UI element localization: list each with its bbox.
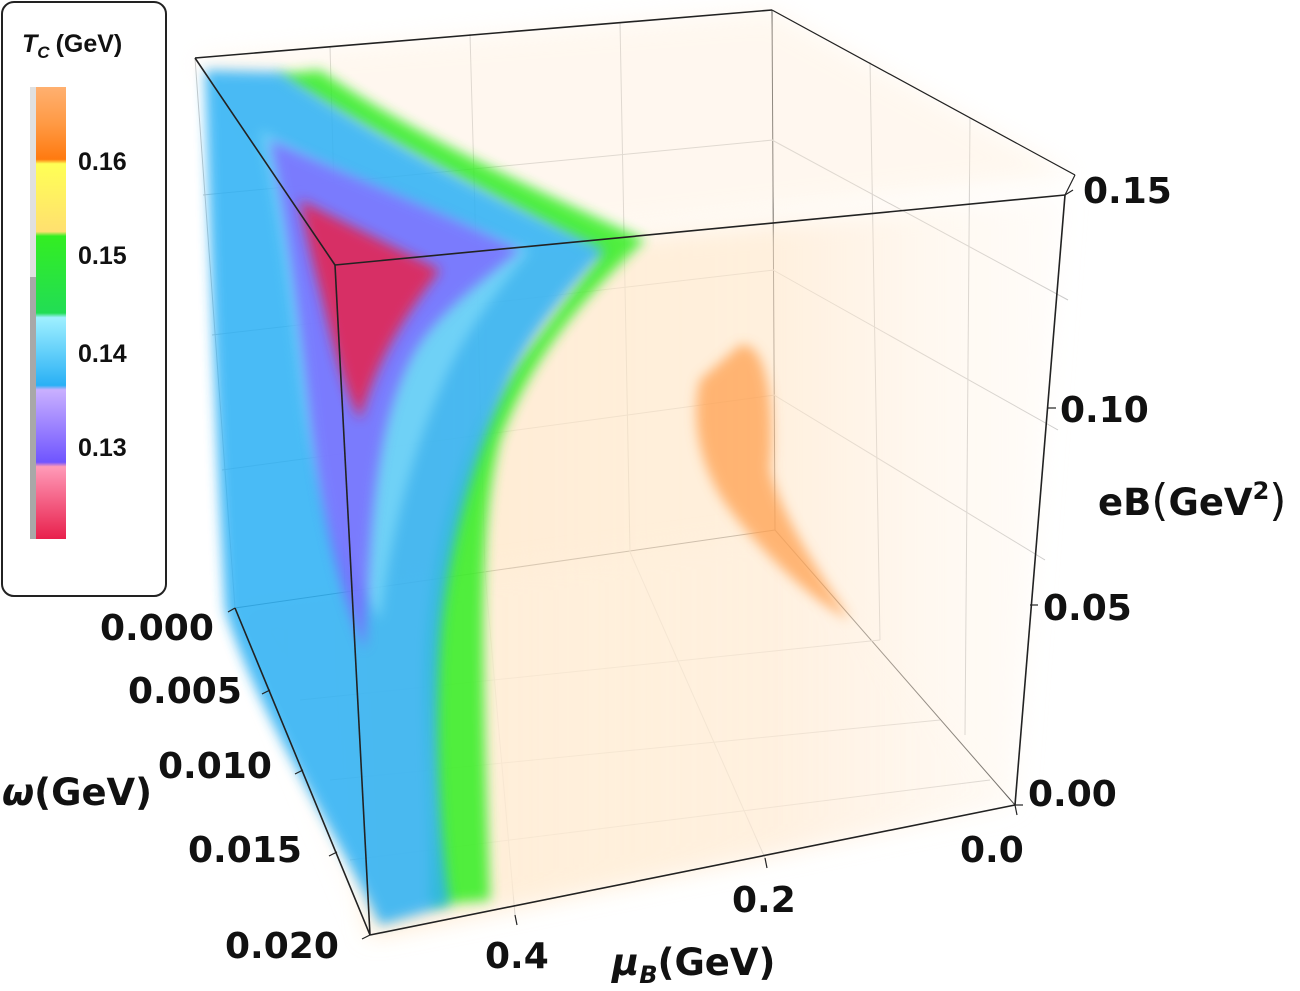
legend-tick-1: 0.15 [78,242,127,270]
tick-marks [227,189,1074,940]
region-red [300,200,440,420]
legend-colorbar [36,87,66,539]
legend-tick-3: 0.13 [78,434,127,462]
axis-titles: ω(GeV) μB(GeV) eB(GeV2) [2,475,1286,989]
legend-range-bar-top [30,87,36,277]
eb-tick-2: 0.10 [1060,390,1149,431]
mub-tick-2: 0.4 [485,936,549,977]
legend-title: TC (GeV) [22,30,122,62]
omega-tick-0: 0.000 [100,608,214,649]
omega-tick-3: 0.015 [188,830,302,871]
legend-tick-2: 0.14 [78,340,127,368]
region-orange [696,344,850,620]
regions [205,70,850,925]
legend-frame [1,1,167,597]
tick-labels: 0.000 0.005 0.010 0.015 0.020 0.0 0.2 0.… [100,171,1172,977]
legend-range-bar-bottom [30,277,36,539]
front-box [194,9,1076,936]
eb-tick-0: 0.00 [1028,774,1117,815]
omega-axis-title: ω(GeV) [2,771,152,814]
omega-tick-1: 0.005 [128,671,242,712]
eb-axis-title: eB(GeV2) [1098,475,1286,526]
omega-tick-2: 0.010 [158,746,272,787]
mub-tick-0: 0.0 [960,830,1024,871]
mub-axis-title: μB(GeV) [611,941,775,989]
eb-tick-3: 0.15 [1083,171,1172,212]
legend-tick-0: 0.16 [78,148,127,176]
eb-tick-1: 0.05 [1043,588,1132,629]
omega-tick-4: 0.020 [225,926,339,967]
legend: TC (GeV) 0.16 0.15 0.14 0.13 [1,1,167,597]
mub-tick-1: 0.2 [732,880,796,921]
